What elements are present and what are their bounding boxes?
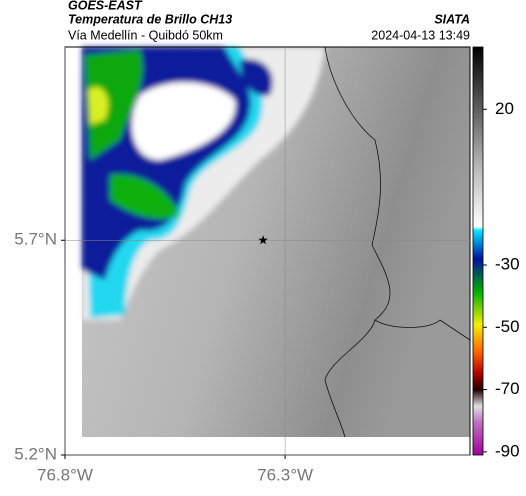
- agency: SIATA: [434, 12, 470, 26]
- y-tick-label: 5.7°N: [14, 230, 57, 249]
- satellite-image: [82, 46, 471, 438]
- colorbar-label: -30: [495, 254, 520, 273]
- colorbar-label: 20: [495, 99, 514, 118]
- product: Temperatura de Brillo CH13: [68, 12, 232, 26]
- colorbar-label: -70: [495, 379, 520, 398]
- route: Vía Medellín - Quibdó 50km: [68, 28, 223, 42]
- x-tick-label: 76.8°W: [37, 465, 93, 484]
- x-tick-label: 76.3°W: [257, 465, 313, 484]
- timestamp: 2024-04-13 13:49: [371, 28, 470, 42]
- colorbar-label: -50: [495, 317, 520, 336]
- source: GOES-EAST: [68, 0, 143, 12]
- colorbar: [472, 46, 484, 456]
- site-marker: [258, 235, 268, 245]
- dynamic-layer: 76.8°W 76.3°W 5.2°N 5.7°N 20 -30 -50 -70 -90: [14, 47, 520, 484]
- y-tick-label: 5.2°N: [14, 444, 57, 463]
- colorbar-label: -90: [495, 441, 520, 460]
